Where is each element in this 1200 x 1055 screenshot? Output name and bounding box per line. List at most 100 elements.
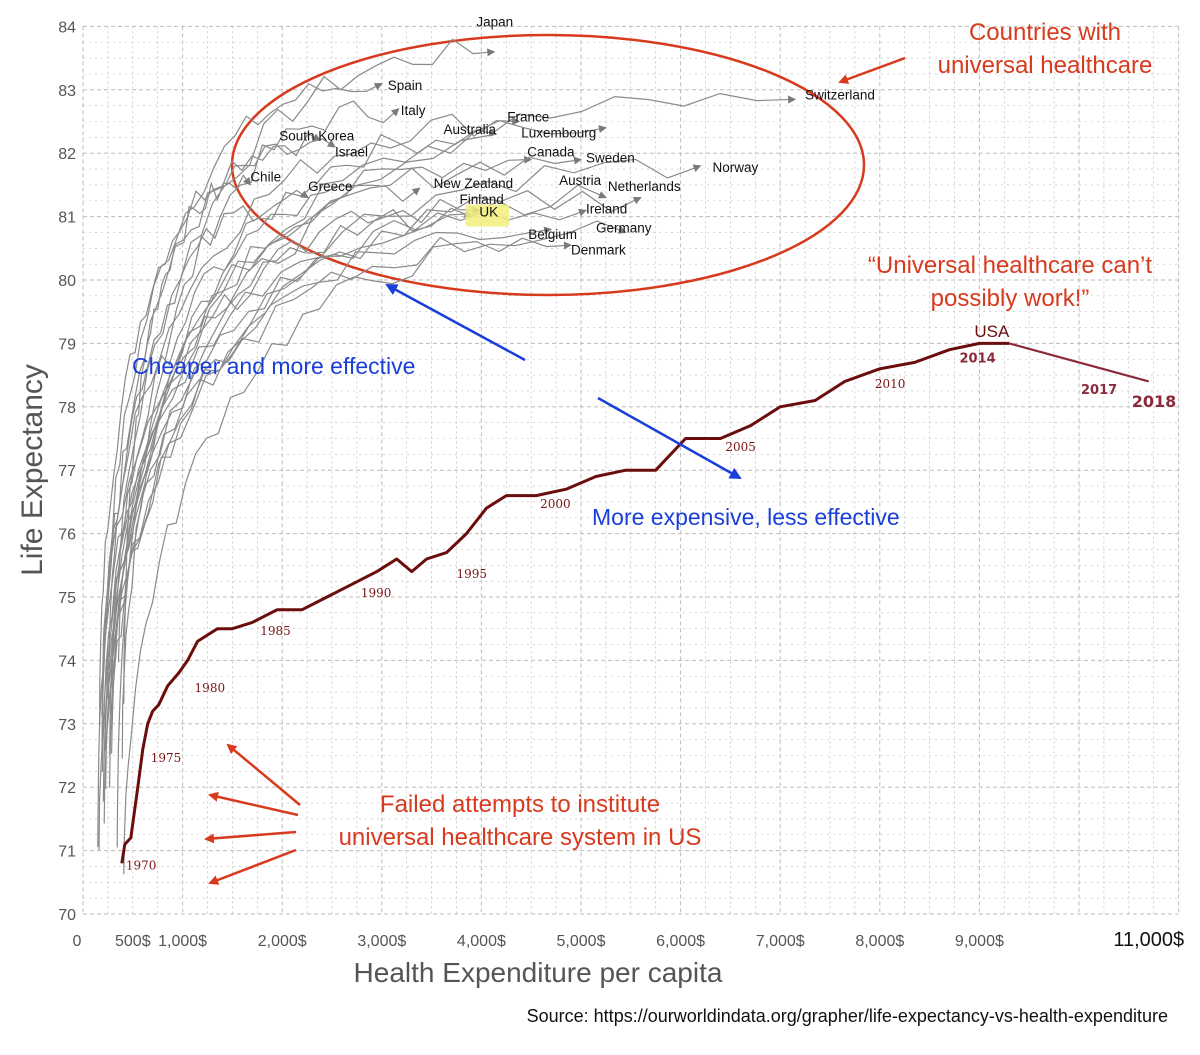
country-label-germany: Germany — [596, 220, 652, 235]
y-tick-label: 80 — [58, 273, 76, 290]
country-label-italy: Italy — [401, 103, 426, 118]
y-axis-ticks: 70 71 72 73 74 75 76 77 78 79 80 81 82 83 84 — [58, 19, 76, 924]
expensive-arrow — [597, 396, 742, 480]
usa-line — [120, 341, 1010, 864]
country-label-ireland: Ireland — [586, 201, 627, 216]
country-label-france: France — [507, 110, 549, 125]
usa-year-label: 1995 — [457, 567, 488, 581]
x-tick-label: 5,000$ — [557, 933, 606, 950]
country-label-israel: Israel — [335, 144, 368, 159]
x-tick-label: 8,000$ — [855, 933, 904, 950]
y-axis-title: Life Expectancy — [16, 364, 49, 576]
y-tick-label: 77 — [58, 463, 76, 480]
y-tick-label: 79 — [58, 336, 76, 353]
country-line-switzerland — [103, 92, 797, 672]
usa-label: USA — [974, 322, 1010, 341]
country-line-uk — [101, 207, 473, 772]
country-label-sweden: Sweden — [586, 151, 635, 166]
universal-title-line-2: universal healthcare — [938, 52, 1153, 79]
y-tick-label: 82 — [58, 146, 76, 163]
country-line-greece — [97, 189, 309, 848]
x-tick-label: 0 — [73, 933, 82, 950]
source-text: Source: https://ourworldindata.org/graph… — [527, 1006, 1168, 1026]
usa-year-label: 1985 — [260, 624, 291, 638]
country-label-new-zealand: New Zealand — [434, 176, 514, 191]
usa-year-label: 2018 — [1132, 392, 1177, 411]
failed-arrow-3 — [204, 830, 297, 844]
x-tick-label: 2,000$ — [258, 933, 307, 950]
x-tick-label: 11,000$ — [1113, 929, 1184, 951]
usa-series: 1970 1975 1980 1985 1990 1995 2000 2005 2010 2014… — [120, 322, 1177, 873]
country-label-canada: Canada — [527, 144, 575, 159]
country-label-luxembourg: Luxembourg — [521, 125, 596, 140]
universal-arrow — [838, 56, 906, 84]
country-label-denmark: Denmark — [571, 243, 626, 258]
x-tick-label: 1,000$ — [158, 933, 207, 950]
country-label-netherlands: Netherlands — [608, 179, 681, 194]
y-tick-label: 75 — [58, 590, 76, 607]
y-tick-label: 71 — [58, 844, 76, 861]
cant-work-line-2: possibly work!” — [931, 285, 1090, 312]
usa-year-label: 2005 — [725, 440, 756, 454]
x-tick-label: 500$ — [115, 933, 151, 950]
y-tick-label: 83 — [58, 83, 76, 100]
usa-year-label: 1975 — [151, 751, 182, 765]
x-tick-label: 6,000$ — [656, 933, 705, 950]
uk-highlight — [465, 204, 510, 227]
country-line-france — [101, 113, 521, 717]
country-label-finland: Finland — [459, 192, 503, 207]
country-label-norway: Norway — [712, 160, 758, 175]
failed-arrow-4 — [208, 848, 297, 885]
y-tick-label: 81 — [58, 210, 76, 227]
x-tick-label: 7,000$ — [756, 933, 805, 950]
country-label-belgium: Belgium — [528, 227, 577, 242]
country-line-new-zealand — [111, 184, 421, 710]
expensive-label: More expensive, less effective — [592, 504, 900, 530]
country-line-ireland — [104, 208, 587, 752]
country-label-south-korea: South Korea — [279, 129, 355, 144]
failed-arrow-1 — [226, 743, 301, 806]
country-label-australia: Australia — [444, 122, 497, 137]
y-tick-label: 72 — [58, 780, 76, 797]
country-line-japan — [109, 38, 496, 756]
x-tick-label: 9,000$ — [955, 933, 1004, 950]
x-tick-label: 4,000$ — [457, 933, 506, 950]
country-label-switzerland: Switzerland — [805, 87, 875, 102]
usa-year-label: 1970 — [126, 859, 157, 873]
usa-year-label: 2014 — [959, 351, 995, 366]
y-tick-label: 74 — [58, 653, 76, 670]
x-axis-ticks: 0 500$ 1,000$ 2,000$ 3,000$ 4,000$ 5,000$ 6,000… — [73, 929, 1185, 951]
y-tick-label: 70 — [58, 907, 76, 924]
country-label-chile: Chile — [250, 170, 281, 185]
x-tick-label: 3,000$ — [357, 933, 406, 950]
country-label-austria: Austria — [559, 173, 602, 188]
usa-year-label: 2010 — [875, 377, 906, 391]
usa-year-label: 1990 — [361, 586, 392, 600]
y-tick-label: 73 — [58, 717, 76, 734]
universal-title-line-1: Countries with — [969, 19, 1121, 46]
cant-work-line-1: “Universal healthcare can’t — [868, 252, 1152, 279]
country-label-greece: Greece — [308, 179, 352, 194]
country-label-uk: UK — [479, 205, 498, 220]
country-line-israel — [107, 138, 336, 717]
usa-year-label: 2000 — [540, 497, 571, 511]
y-tick-label: 76 — [58, 527, 76, 544]
country-line-finland — [117, 198, 481, 663]
failed-attempts-line-2: universal healthcare system in US — [339, 824, 702, 851]
country-line-belgium — [109, 226, 553, 788]
usa-year-label: 2017 — [1081, 383, 1117, 398]
country-line-netherlands — [105, 190, 642, 789]
y-tick-label: 78 — [58, 400, 76, 417]
country-line-chile — [123, 174, 251, 704]
country-line-south-korea — [99, 132, 321, 724]
cheaper-label: Cheaper and more effective — [132, 353, 415, 379]
country-line-germany — [102, 220, 627, 743]
usa-year-label: 1980 — [195, 681, 226, 695]
grid — [82, 25, 1180, 915]
usa-line-recent — [1009, 342, 1149, 383]
cheaper-arrow — [385, 283, 526, 362]
country-line-italy — [116, 100, 400, 848]
universal-healthcare-ellipse — [230, 33, 866, 297]
